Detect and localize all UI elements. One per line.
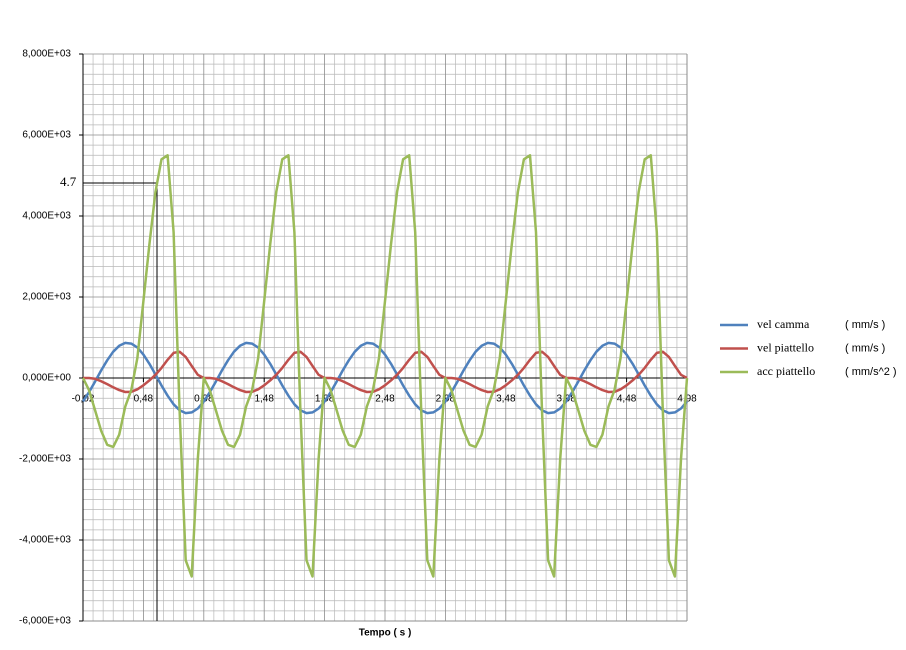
x-axis-title: Tempo ( s ) <box>359 628 412 639</box>
legend-unit: ( mm/s ) <box>845 342 885 354</box>
legend-label: acc piattello <box>757 364 815 378</box>
series-line <box>81 341 688 415</box>
x-tick-label: 2,48 <box>375 394 395 405</box>
y-tick-label: -4,000E+03 <box>19 535 71 546</box>
y-tick-label: 2,000E+03 <box>22 292 71 303</box>
y-tick-label: -6,000E+03 <box>19 616 71 627</box>
legend-unit: ( mm/s ) <box>845 319 885 331</box>
y-tick-label: -2,000E+03 <box>19 454 71 465</box>
legend-label: vel piattello <box>757 340 814 354</box>
legend-unit: ( mm/s^2 ) <box>845 366 897 378</box>
x-tick-label: 1,48 <box>254 394 274 405</box>
legend-label: vel camma <box>757 317 810 331</box>
x-tick-label: 4,48 <box>617 394 637 405</box>
y-tick-label: 8,000E+03 <box>22 49 71 60</box>
y-tick-label: 4,000E+03 <box>22 211 71 222</box>
x-tick-label: 0,48 <box>134 394 154 405</box>
annotation: 4.7 <box>60 174 77 189</box>
y-tick-label: 0,000E+00 <box>22 373 71 384</box>
y-tick-label: 6,000E+03 <box>22 130 71 141</box>
series-line <box>83 350 688 394</box>
x-tick-label: 3,48 <box>496 394 516 405</box>
series-line <box>81 154 689 578</box>
